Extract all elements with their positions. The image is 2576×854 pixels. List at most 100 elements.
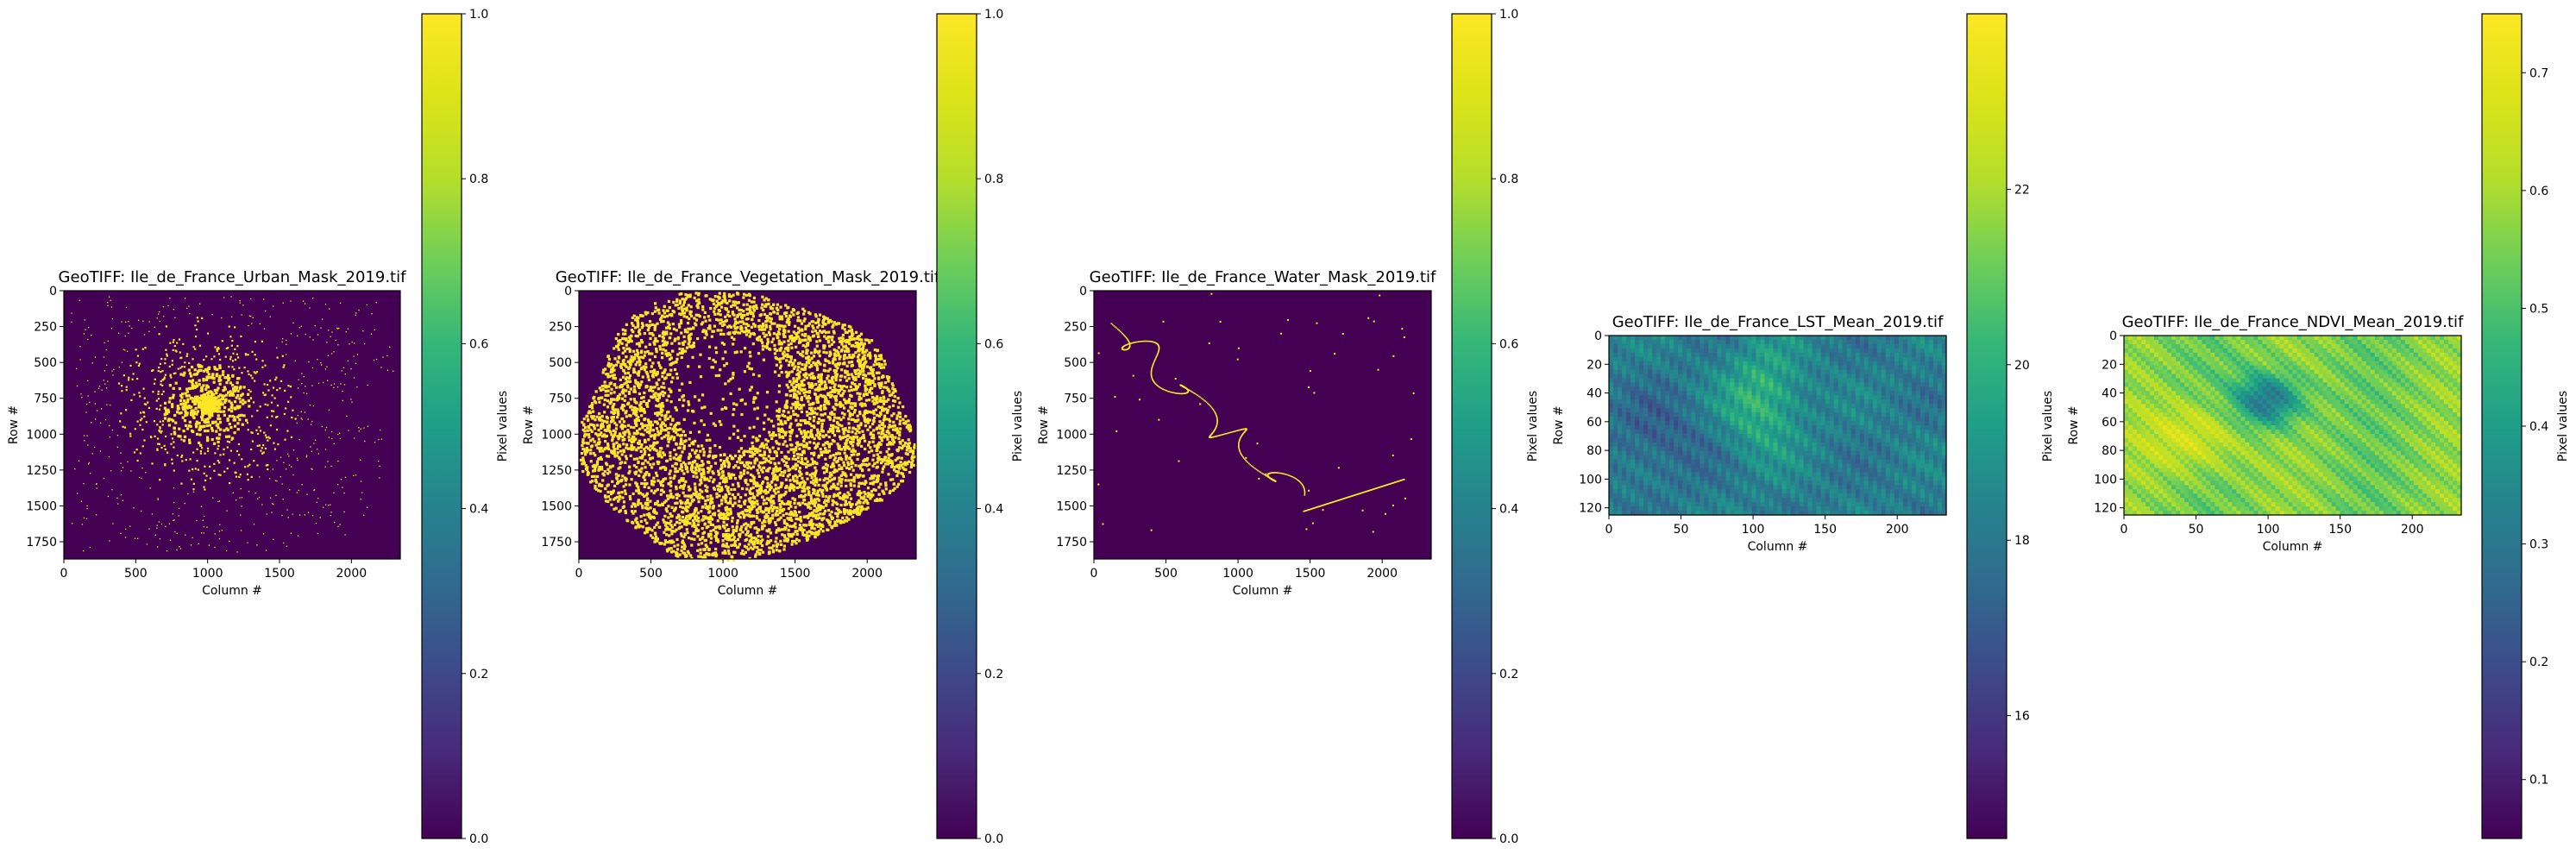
vegetation-pixel — [770, 486, 773, 489]
vegetation-pixel — [827, 497, 831, 500]
urban-pixel — [306, 493, 308, 495]
vegetation-pixel — [756, 489, 759, 493]
vegetation-pixel — [795, 377, 799, 380]
urban-pixel — [217, 386, 220, 390]
vegetation-pixel — [757, 534, 760, 538]
urban-pixel — [236, 428, 240, 431]
urban-pixel — [173, 487, 175, 489]
urban-pixel — [233, 416, 236, 419]
urban-pixel — [309, 336, 311, 338]
vegetation-pixel — [743, 502, 746, 505]
vegetation-pixel — [640, 414, 644, 418]
vegetation-pixel — [828, 471, 832, 474]
vegetation-pixel — [690, 543, 694, 547]
vegetation-pixel — [607, 424, 612, 427]
vegetation-pixel — [804, 332, 807, 336]
urban-pixel — [235, 396, 238, 399]
vegetation-pixel — [667, 299, 670, 304]
vegetation-pixel — [625, 457, 629, 461]
vegetation-pixel — [734, 543, 738, 547]
vegetation-pixel — [761, 461, 764, 464]
urban-pixel — [255, 358, 258, 361]
vegetation-pixel — [632, 464, 636, 468]
vegetation-pixel — [658, 418, 662, 421]
urban-pixel — [242, 386, 246, 389]
urban-pixel — [264, 447, 267, 450]
vegetation-pixel — [798, 337, 801, 341]
urban-pixel — [163, 316, 165, 317]
urban-pixel — [321, 425, 323, 428]
vegetation-pixel — [736, 325, 739, 330]
vegetation-pixel — [761, 348, 764, 351]
vegetation-pixel — [812, 361, 815, 364]
urban-pixel — [117, 503, 119, 505]
vegetation-pixel — [880, 432, 883, 436]
vegetation-pixel — [756, 499, 759, 503]
urban-pixel — [189, 424, 192, 428]
urban-pixel — [256, 444, 259, 448]
vegetation-pixel — [717, 473, 720, 476]
urban-pixel — [223, 470, 226, 473]
urban-pixel — [247, 542, 248, 543]
urban-pixel — [375, 302, 377, 304]
vegetation-pixel — [753, 462, 757, 465]
vegetation-pixel — [587, 418, 590, 422]
urban-pixel — [251, 415, 254, 418]
urban-pixel — [129, 364, 132, 367]
urban-pixel — [143, 439, 146, 442]
urban-pixel — [230, 438, 233, 441]
vegetation-pixel — [763, 446, 766, 449]
vegetation-pixel — [674, 506, 677, 510]
vegetation-pixel — [762, 308, 765, 312]
vegetation-pixel — [872, 363, 876, 367]
vegetation-pixel — [750, 325, 753, 329]
urban-pixel — [301, 382, 303, 385]
vegetation-pixel — [830, 526, 834, 530]
urban-pixel — [207, 367, 210, 370]
vegetation-pixel — [845, 364, 849, 367]
urban-pixel — [301, 373, 303, 374]
vegetation-pixel — [845, 484, 848, 488]
urban-pixel — [124, 321, 127, 323]
urban-pixel — [130, 399, 133, 402]
vegetation-pixel — [718, 481, 721, 486]
vegetation-pixel — [664, 376, 668, 380]
urban-pixel — [297, 459, 298, 462]
vegetation-pixel — [732, 424, 736, 428]
vegetation-pixel — [779, 495, 783, 499]
vegetation-pixel — [785, 512, 789, 516]
urban-pixel — [191, 379, 195, 382]
urban-pixel — [204, 488, 206, 491]
vegetation-pixel — [612, 445, 615, 449]
vegetation-pixel — [746, 548, 751, 551]
vegetation-pixel — [888, 390, 891, 393]
vegetation-pixel — [643, 478, 647, 481]
urban-pixel — [264, 434, 267, 436]
urban-pixel — [116, 446, 119, 449]
vegetation-pixel — [877, 414, 882, 418]
vegetation-pixel — [785, 444, 789, 448]
vegetation-pixel — [818, 478, 822, 481]
vegetation-pixel — [701, 468, 705, 472]
urban-pixel — [120, 532, 122, 534]
urban-pixel — [221, 373, 225, 376]
vegetation-pixel — [904, 452, 908, 455]
urban-pixel — [104, 383, 106, 385]
urban-pixel — [223, 429, 226, 432]
urban-pixel — [174, 381, 178, 385]
vegetation-pixel — [581, 438, 585, 442]
urban-pixel — [218, 433, 222, 436]
vegetation-pixel — [674, 337, 677, 341]
vegetation-pixel — [616, 447, 619, 450]
vegetation-pixel — [738, 387, 741, 391]
vegetation-pixel — [770, 322, 774, 325]
vegetation-pixel — [766, 319, 770, 323]
vegetation-pixel — [761, 521, 764, 524]
vegetation-pixel — [732, 304, 735, 307]
vegetation-pixel — [902, 462, 905, 466]
urban-pixel — [204, 452, 206, 455]
vegetation-pixel — [598, 441, 601, 444]
vegetation-pixel — [657, 396, 661, 399]
urban-pixel — [296, 422, 298, 424]
urban-pixel — [194, 324, 197, 327]
